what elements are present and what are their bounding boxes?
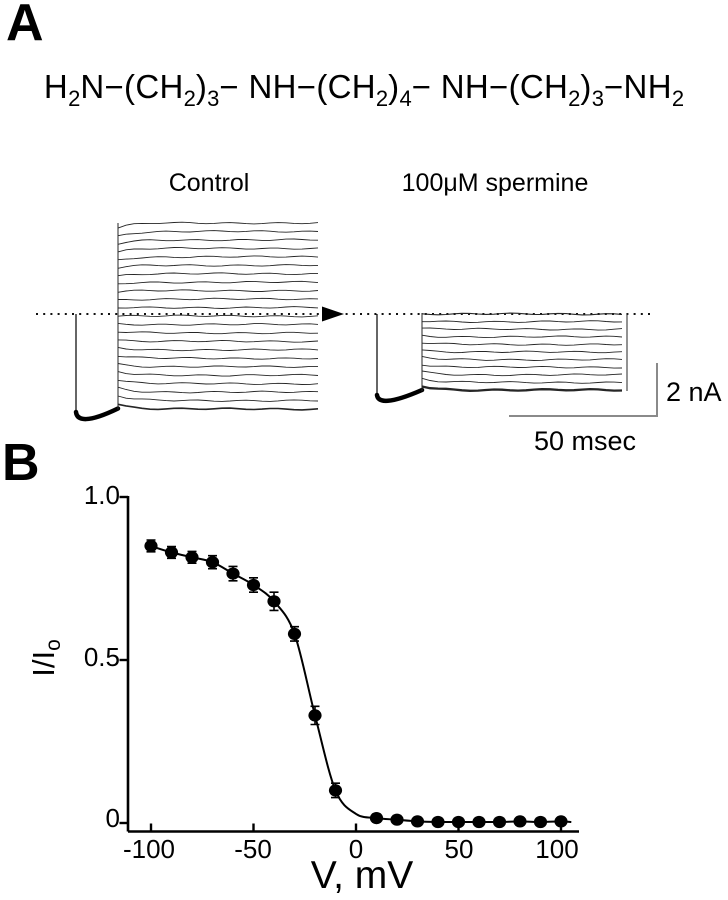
data-point xyxy=(267,595,281,608)
error-bar-cap xyxy=(249,577,258,593)
control-current-trace xyxy=(117,247,319,253)
data-point xyxy=(287,627,302,641)
data-point xyxy=(144,539,158,553)
x-axis-label: V, mV xyxy=(310,854,414,897)
spermine-current-trace xyxy=(421,349,623,354)
control-current-trace xyxy=(117,314,319,318)
panel-a-label: A xyxy=(6,0,44,52)
panel-b-label: B xyxy=(2,434,40,492)
data-point xyxy=(472,815,486,829)
formula-subscript: 3 xyxy=(591,86,604,111)
spermine-traces-label: 100μM spermine xyxy=(401,169,589,197)
y-axis-label: I/Io xyxy=(26,618,68,698)
control-current-trace xyxy=(117,255,319,261)
control-current-trace xyxy=(117,272,319,277)
x-tick-label: 0 xyxy=(348,834,364,864)
y-axis-label-text: I/I xyxy=(26,650,61,677)
data-point xyxy=(164,546,179,559)
control-current-trace xyxy=(117,379,319,385)
data-point xyxy=(246,578,261,592)
time-scale-bar-label: 50 msec xyxy=(533,426,637,456)
y-tick-label: 0.5 xyxy=(83,642,120,672)
formula-subscript: 3 xyxy=(207,86,220,111)
control-current-trace xyxy=(117,322,319,326)
error-bar-cap xyxy=(208,554,217,570)
error-bar-cap xyxy=(269,591,279,612)
data-point xyxy=(451,815,466,829)
data-point xyxy=(492,815,507,829)
formula-subscript: 2 xyxy=(68,86,81,111)
control-current-trace xyxy=(117,238,319,245)
control-current-trace xyxy=(117,363,318,368)
control-current-trace xyxy=(117,395,319,402)
formula-subscript: 2 xyxy=(375,86,389,111)
control-current-trace xyxy=(117,221,319,229)
control-current-trace xyxy=(117,289,319,293)
control-current-trace xyxy=(117,331,319,335)
y-tick-label: 1.0 xyxy=(83,480,120,510)
spermine-current-trace xyxy=(421,312,623,316)
x-tick-label: 50 xyxy=(444,834,474,864)
data-point xyxy=(390,813,404,826)
data-point xyxy=(308,709,322,722)
control-current-trace xyxy=(117,264,319,269)
y-axis-label-subscript: o xyxy=(42,639,65,651)
error-bar-cap xyxy=(290,625,299,642)
formula-subscript: 4 xyxy=(399,86,412,111)
spermine-current-trace xyxy=(421,370,623,377)
error-bar-cap xyxy=(228,565,238,582)
control-current-trace xyxy=(117,346,319,352)
data-point xyxy=(328,784,343,797)
control-current-trace xyxy=(117,386,319,394)
spermine-current-trace xyxy=(421,377,623,384)
error-bar-cap xyxy=(310,705,320,726)
spermine-prepulse-current xyxy=(374,387,425,403)
formula-subscript: 2 xyxy=(183,86,196,111)
spermine-current-trace xyxy=(421,385,623,392)
x-tick-label: 100 xyxy=(535,834,579,864)
formula-subscript: 2 xyxy=(568,86,581,111)
data-point xyxy=(369,812,384,825)
zero-line-arrowhead xyxy=(322,306,344,322)
data-point xyxy=(513,815,527,828)
control-current-trace xyxy=(118,297,319,301)
data-point xyxy=(205,556,220,569)
spermine-current-trace xyxy=(422,320,623,323)
x-tick-label: -50 xyxy=(234,834,272,864)
current-scale-bar-label: 2 nA xyxy=(666,377,722,407)
control-traces-label: Control xyxy=(168,169,250,197)
control-current-trace xyxy=(117,403,319,411)
error-bar-cap xyxy=(331,782,340,799)
control-current-trace xyxy=(117,339,319,343)
data-point xyxy=(185,551,199,564)
control-current-trace xyxy=(117,355,319,360)
data-point xyxy=(431,815,445,829)
control-prepulse-current xyxy=(73,406,121,422)
spermine-current-trace xyxy=(421,364,623,369)
x-tick-label: -100 xyxy=(122,834,176,864)
scale-bars xyxy=(509,363,658,417)
control-current-trace xyxy=(117,280,319,285)
control-current-trace xyxy=(117,230,319,237)
control-current-trace xyxy=(117,371,319,377)
spermine-current-trace xyxy=(421,327,623,331)
y-tick-label: 0 xyxy=(105,803,120,833)
data-point xyxy=(226,567,240,580)
spermine-current-trace xyxy=(421,355,623,361)
data-point xyxy=(410,815,425,828)
spermine-chemical-formula: H2N−(CH2)3− NH−(CH2)4− NH−(CH2)3−NH2 xyxy=(43,68,685,111)
fit-curve xyxy=(146,542,572,824)
formula-subscript: 2 xyxy=(671,86,685,111)
spermine-current-trace xyxy=(421,334,623,339)
data-point xyxy=(554,815,568,828)
control-current-trace xyxy=(117,306,319,309)
spermine-current-trace xyxy=(421,342,623,346)
data-point xyxy=(533,815,548,829)
